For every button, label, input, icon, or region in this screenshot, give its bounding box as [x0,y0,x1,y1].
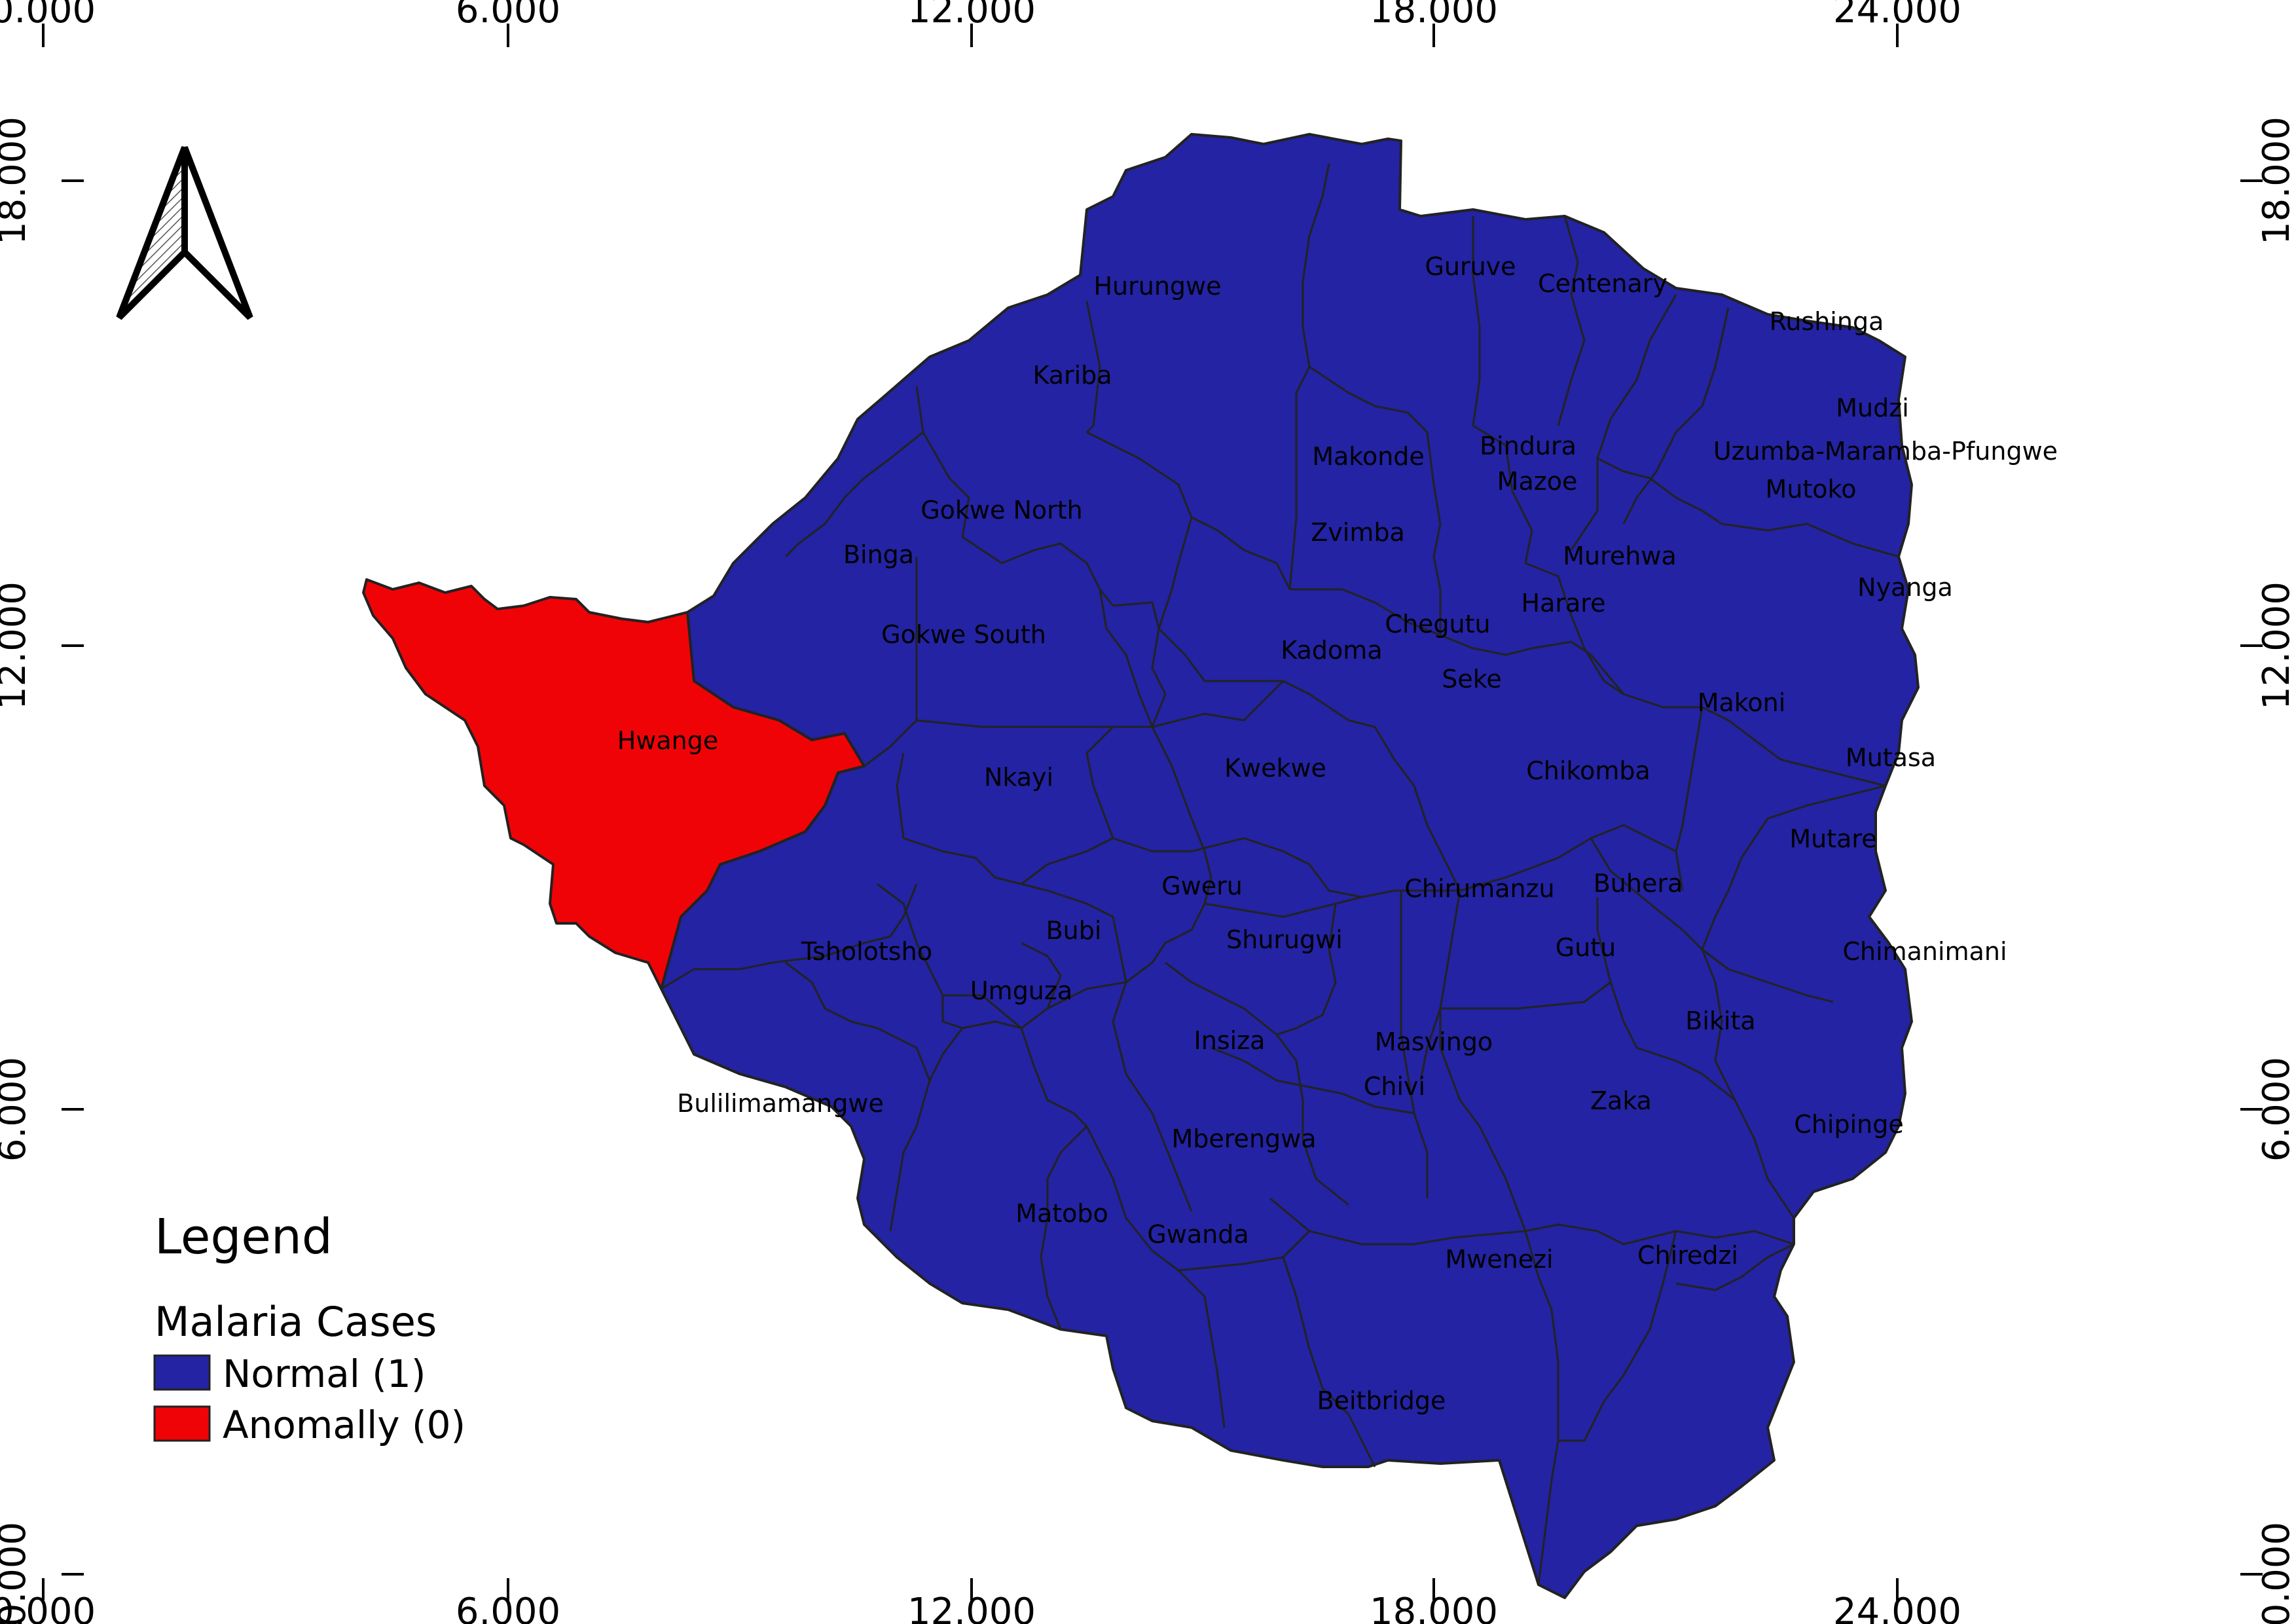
legend-swatch-anomaly [153,1405,211,1442]
district-label-chikomba: Chikomba [1526,756,1650,785]
district-label-nkayi: Nkayi [984,763,1053,792]
district-label-mutoko: Mutoko [1766,475,1857,504]
district-label-hwange: Hwange [617,726,719,755]
district-label-tsholotsho: Tsholotsho [801,937,932,966]
district-label-matobo: Matobo [1015,1199,1108,1228]
district-label-nyanga: Nyanga [1857,573,1953,602]
right-tick-label: 12.000 [2255,581,2296,710]
district-label-mazoe: Mazoe [1497,467,1578,496]
right-tick-label: 6.000 [2255,1057,2296,1162]
district-label-makonde: Makonde [1312,442,1425,471]
district-label-hurungwe: Hurungwe [1093,272,1221,301]
district-label-mutasa: Mutasa [1846,743,1936,772]
bottom-tick-label: 24.000 [1833,1591,1961,1624]
district-label-gutu: Gutu [1556,933,1616,962]
legend-swatch-normal [153,1354,211,1391]
district-label-mwenezi: Mwenezi [1445,1245,1553,1274]
left-tick-label: 0.000 [0,1522,34,1624]
district-label-kwekwe: Kwekwe [1224,754,1326,783]
district-label-mudzi: Mudzi [1836,394,1909,422]
north-arrow-icon [116,146,253,320]
district-label-umguza: Umguza [970,976,1072,1005]
district-label-kadoma: Kadoma [1281,636,1382,665]
top-tick-label: 12.000 [907,0,1036,31]
legend: Legend Malaria Cases Normal (1) Anomally… [153,1209,465,1447]
district-label-chiredzi: Chiredzi [1637,1241,1738,1270]
district-label-masvingo: Masvingo [1375,1027,1493,1056]
district-label-gokwe-north: Gokwe North [920,496,1083,525]
top-tick-label: 0.000 [0,0,96,31]
bottom-tick-label: 12.000 [907,1591,1036,1624]
district-label-mberengwa: Mberengwa [1171,1124,1316,1153]
grid-tick-marks [42,24,2263,1600]
district-label-chipinge: Chipinge [1794,1110,1903,1139]
district-label-gweru: Gweru [1161,872,1243,900]
district-label-seke: Seke [1442,665,1502,693]
district-label-beitbridge: Beitbridge [1317,1386,1446,1415]
left-tick-label: 18.000 [0,117,34,245]
district-label-chirumanzu: Chirumanzu [1404,874,1554,903]
district-label-binga: Binga [843,540,914,569]
district-label-kariba: Kariba [1032,361,1112,390]
right-tick-labels: 18.000 12.000 6.000 0.000 [2255,117,2296,1624]
top-tick-label: 18.000 [1370,0,1498,31]
bottom-tick-label: 6.000 [456,1591,560,1624]
district-label-rushinga: Rushinga [1770,307,1884,336]
district-shape-hwange [362,578,866,990]
legend-item-anomaly: Anomally (0) [223,1403,465,1447]
district-label-chimanimani: Chimanimani [1842,937,2007,966]
district-label-guruve: Guruve [1425,252,1516,281]
top-tick-label: 6.000 [456,0,560,31]
district-label-insiza: Insiza [1194,1026,1266,1055]
district-label-murehwa: Murehwa [1563,542,1677,570]
district-label-gwanda: Gwanda [1147,1220,1248,1249]
legend-subtitle: Malaria Cases [155,1298,437,1346]
district-label-buhera: Buhera [1594,869,1683,898]
district-label-bubi: Bubi [1046,916,1102,945]
district-label-centenary: Centenary [1538,269,1667,298]
left-tick-labels: 18.000 12.000 6.000 0.000 [0,117,34,1624]
district-label-makoni: Makoni [1698,688,1786,717]
district-label-zvimba: Zvimba [1311,518,1405,547]
district-label-chivi: Chivi [1364,1072,1425,1101]
district-label-chegutu: Chegutu [1385,610,1490,638]
left-tick-label: 6.000 [0,1057,34,1162]
district-label-mutare: Mutare [1789,824,1876,853]
district-label-shurugwi: Shurugwi [1226,925,1343,954]
district-label-uzumba-maramba-pfungwe: Uzumba-Maramba-Pfungwe [1713,437,2058,466]
legend-item-normal: Normal (1) [223,1352,426,1396]
left-tick-label: 12.000 [0,581,34,710]
district-label-bulilimamangwe: Bulilimamangwe [677,1089,884,1118]
top-tick-labels: 0.000 6.000 12.000 18.000 24.000 [0,0,1961,31]
right-tick-label: 0.000 [2255,1522,2296,1624]
district-label-harare: Harare [1522,589,1606,618]
district-label-zaka: Zaka [1590,1086,1652,1115]
country-outline [660,133,1920,1599]
bottom-tick-label: 18.000 [1370,1591,1498,1624]
district-label-bindura: Bindura [1480,432,1576,460]
district-boundaries [661,163,1899,1585]
legend-title: Legend [155,1209,333,1265]
top-tick-label: 24.000 [1833,0,1961,31]
right-tick-label: 18.000 [2255,117,2296,245]
district-labels: Hurungwe Guruve Centenary Rushinga Karib… [617,252,2058,1415]
district-label-gokwe-south: Gokwe South [881,620,1046,649]
bottom-tick-labels: 0.000 6.000 12.000 18.000 24.000 [0,1591,1961,1624]
district-label-bikita: Bikita [1685,1006,1755,1035]
bottom-tick-label: 0.000 [0,1591,96,1624]
